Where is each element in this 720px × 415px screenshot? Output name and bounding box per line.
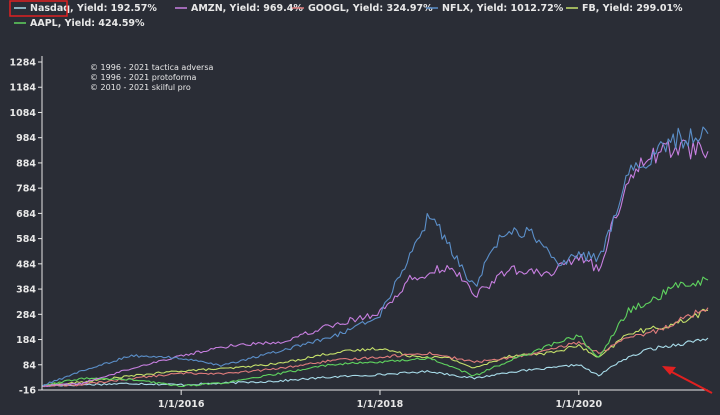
series-line-googl [41,307,709,388]
annotations [9,0,713,394]
series-line-nflx [41,126,709,387]
legend-label-nasdaq: Nasdaq, Yield: 192.57% [30,3,157,14]
legend-label-nflx: NFLX, Yield: 1012.72% [442,3,564,14]
y-tick-label: 684 [16,209,36,220]
copyright-line-3: © 2010 - 2021 skilful pro [90,83,191,92]
y-tick-label: 484 [16,259,36,270]
y-tick-label: 184 [16,335,36,346]
y-tick-label: 1084 [10,108,37,119]
y-tick-label: 1184 [10,83,37,94]
legend-label-amzn: AMZN, Yield: 969.4% [191,3,303,14]
x-tick-label: 1/1/2018 [357,399,404,410]
y-tick-label: 284 [16,310,36,321]
y-tick-label: 384 [16,285,36,296]
y-tick-label: 84 [23,360,37,371]
y-tick-label: 984 [16,133,36,144]
y-tick-label: 884 [16,158,36,169]
legend-label-fb: FB, Yield: 299.01% [582,3,683,14]
copyright-line-2: © 1996 - 2021 protoforma [90,73,197,82]
series-lines [41,126,709,388]
highlight-arrow-head [662,366,676,375]
copyright-block: © 1996 - 2021 tactica adversa © 1996 - 2… [90,63,214,92]
x-tick-label: 1/1/2016 [158,399,205,410]
y-tick-label: -16 [19,386,37,397]
legend: Nasdaq, Yield: 192.57% AMZN, Yield: 969.4… [14,3,683,29]
x-tick-label: 1/1/2020 [555,399,602,410]
series-line-fb [41,308,709,387]
copyright-line-1: © 1996 - 2021 tactica adversa [90,63,214,72]
series-line-amzn [41,139,709,388]
series-line-aapl [41,276,709,388]
series-line-nasdaq [41,337,709,387]
highlight-arrow-shaft [667,369,713,394]
y-tick-label: 584 [16,234,36,245]
x-axis: 1/1/2016 1/1/2018 1/1/2020 [42,389,708,410]
highlight-box [9,0,68,17]
legend-label-aapl: AAPL, Yield: 424.59% [30,18,145,29]
y-tick-label: 784 [16,184,36,195]
y-axis: -16 84 184 284 384 484 584 684 784 884 984 1084 1184… [10,56,43,397]
legend-label-googl: GOOGL, Yield: 324.97% [308,3,433,14]
y-tick-label: 1284 [10,58,37,69]
